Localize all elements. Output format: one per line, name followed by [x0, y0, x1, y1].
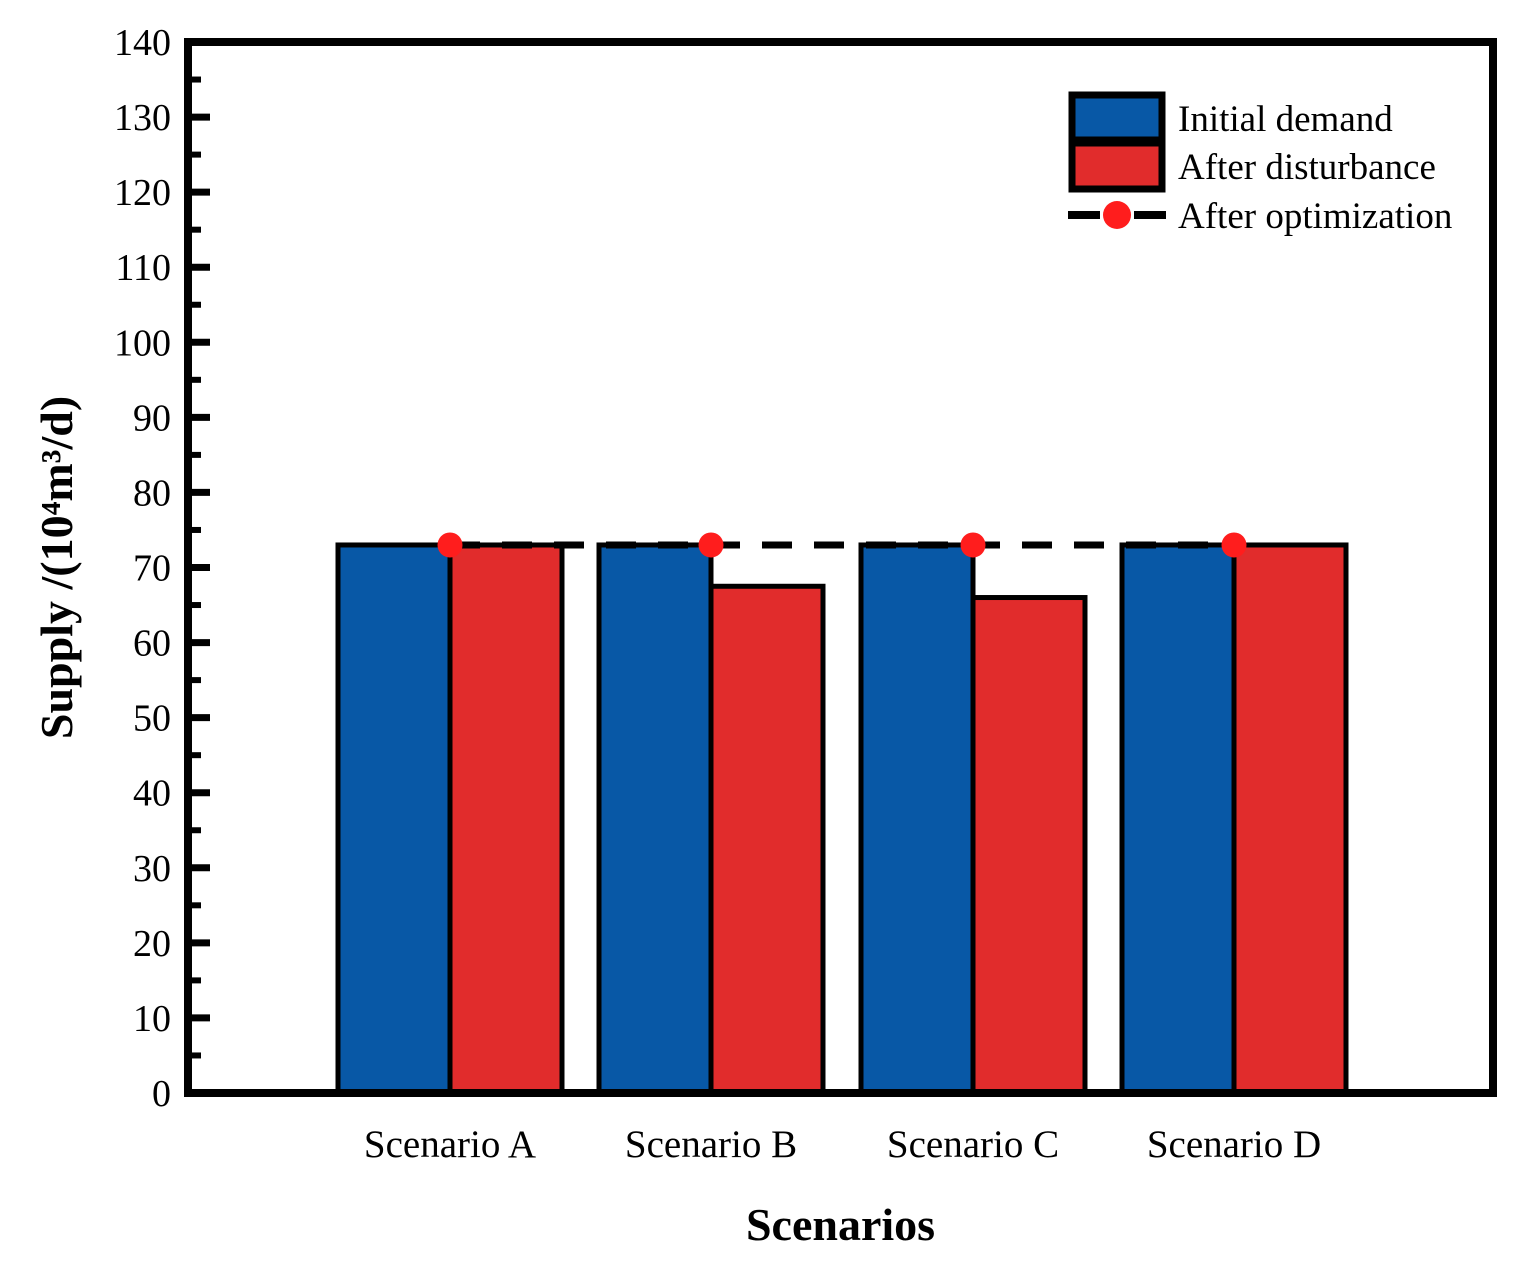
bar-initial-demand-2	[596, 542, 714, 1096]
x-category-label-2: Scenario B	[625, 1123, 797, 1166]
y-tick-label-100: 100	[114, 322, 171, 364]
bar-after-disturbance-3	[970, 595, 1088, 1096]
x-category-label-4: Scenario D	[1147, 1123, 1321, 1166]
x-axis-title: Scenarios	[746, 1199, 935, 1250]
y-tick-label-130: 130	[114, 97, 171, 139]
y-tick-label-90: 90	[133, 397, 171, 439]
bar-after-disturbance-1	[447, 542, 565, 1096]
y-axis-title: Supply /(10⁴m³/d)	[31, 396, 82, 739]
y-tick-label-30: 30	[133, 848, 171, 890]
x-category-label-1: Scenario A	[364, 1123, 536, 1166]
bar-initial-demand-4	[1119, 542, 1237, 1096]
plot-border	[184, 38, 1497, 1097]
bar-after-disturbance-2	[708, 583, 826, 1096]
bar-initial-demand-1	[335, 542, 453, 1096]
y-tick-label-10: 10	[133, 998, 171, 1040]
x-category-label-3: Scenario C	[887, 1123, 1059, 1166]
legend-swatch-after-disturbance	[1068, 139, 1166, 193]
y-tick-label-140: 140	[114, 22, 171, 64]
y-tick-label-20: 20	[133, 923, 171, 965]
after-optimization-marker-1	[437, 532, 463, 558]
legend-label-after-disturbance: After disturbance	[1178, 147, 1436, 188]
y-tick-label-80: 80	[133, 472, 171, 514]
legend-swatch-initial-demand	[1068, 91, 1166, 144]
after-optimization-marker-3	[960, 532, 986, 558]
bar-after-disturbance-4	[1231, 542, 1349, 1096]
y-tick-label-40: 40	[133, 773, 171, 815]
y-tick-label-60: 60	[133, 623, 171, 665]
y-tick-label-0: 0	[152, 1073, 171, 1115]
y-tick-label-70: 70	[133, 548, 171, 590]
legend-label-after-optimization: After optimization	[1178, 196, 1452, 237]
y-tick-label-110: 110	[115, 247, 171, 289]
legend-marker-after-optimization	[1103, 201, 1131, 229]
after-optimization-marker-4	[1221, 532, 1247, 558]
y-tick-label-120: 120	[114, 172, 171, 214]
bar-initial-demand-3	[858, 542, 976, 1096]
y-tick-label-50: 50	[133, 698, 171, 740]
after-optimization-marker-2	[698, 532, 724, 558]
legend-label-initial-demand: Initial demand	[1178, 99, 1393, 140]
